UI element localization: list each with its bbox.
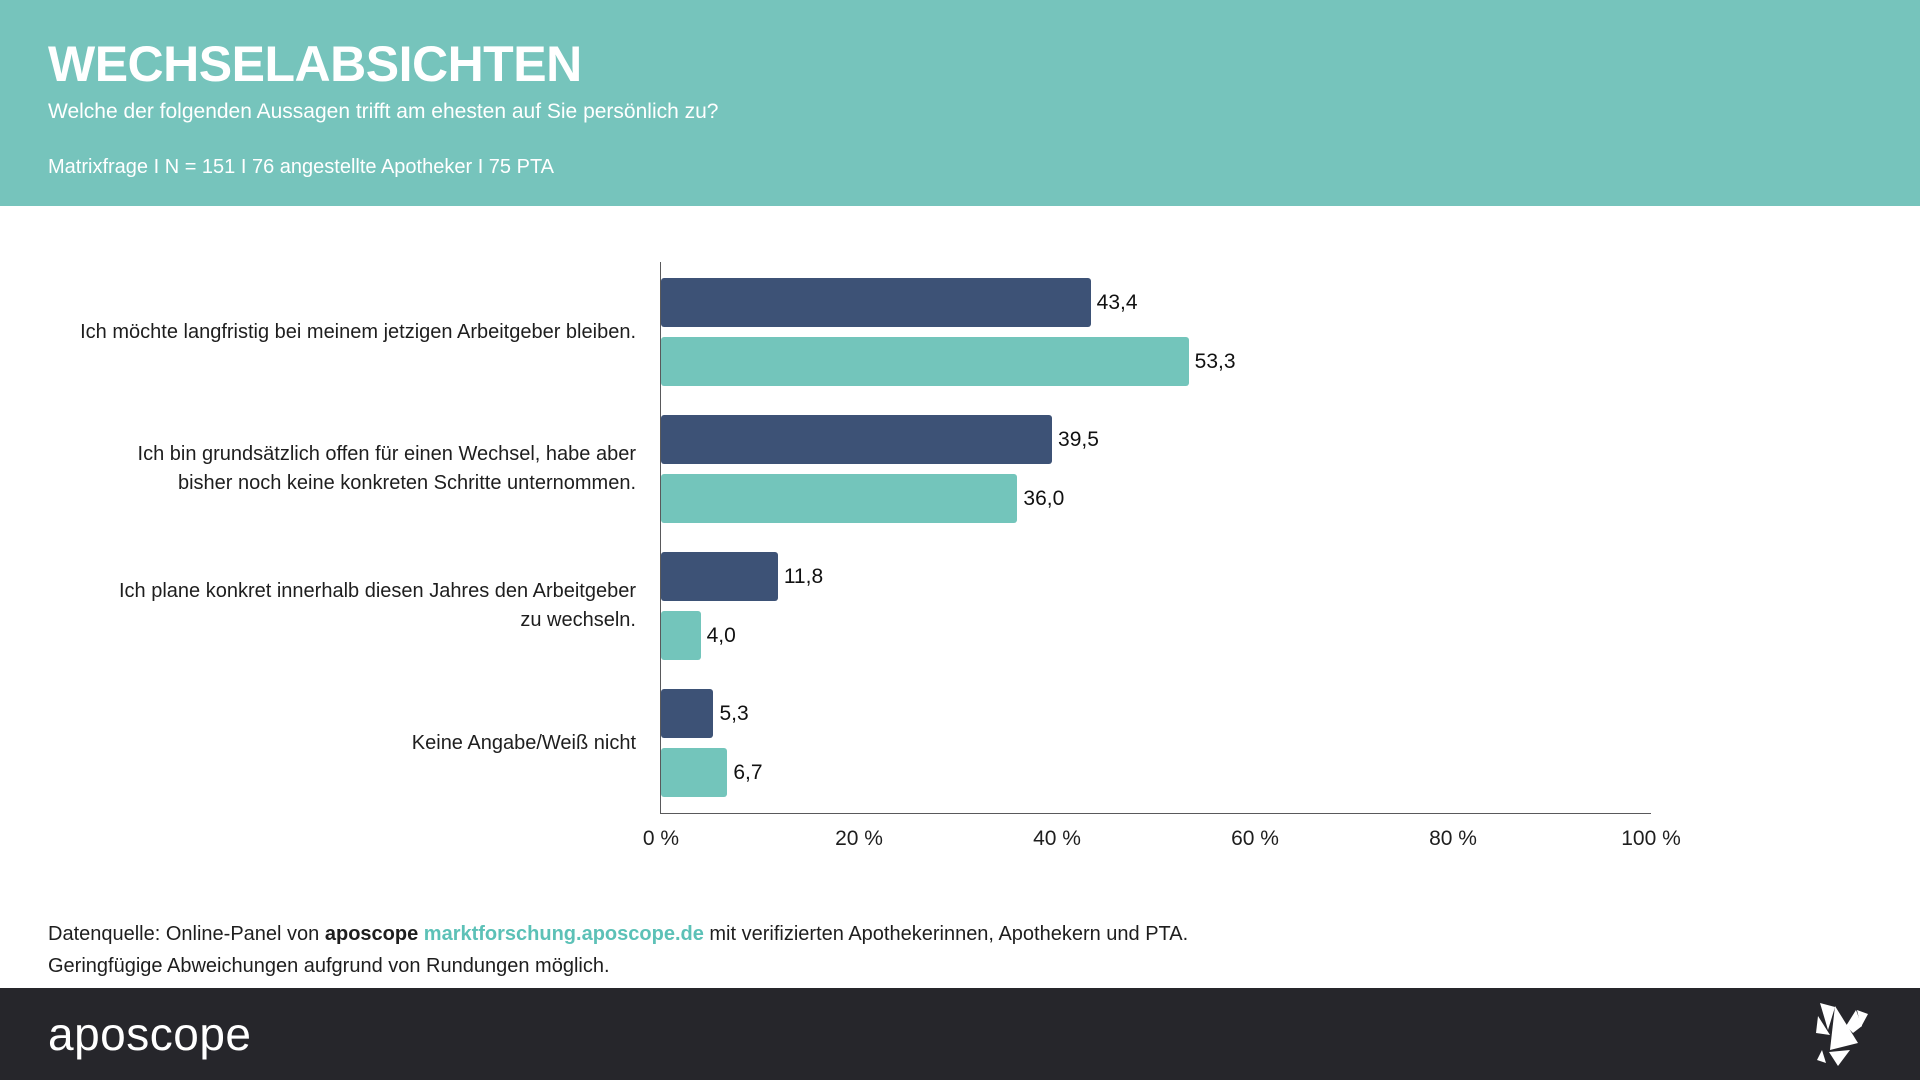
x-tick-label: 40 % (1033, 827, 1081, 850)
bar-teal-series (661, 611, 701, 660)
bar-chart: Ich möchte langfristig bei meinem jetzig… (0, 206, 1920, 906)
page-subtitle: Welche der folgenden Aussagen trifft am … (48, 99, 719, 123)
origami-bird-icon (1816, 1003, 1868, 1066)
category-labels: Ich möchte langfristig bei meinem jetzig… (0, 206, 648, 906)
source-line-2: Geringfügige Abweichungen aufgrund von R… (48, 955, 610, 977)
bar-teal-series (661, 474, 1018, 523)
source-note: Datenquelle: Online-Panel von aposcope m… (48, 918, 1748, 982)
sample-meta: Matrixfrage I N = 151 I 76 angestellte A… (48, 155, 555, 178)
value-label: 43,4 (1096, 290, 1138, 314)
value-label: 53,3 (1194, 349, 1236, 373)
bar-teal-series (661, 748, 728, 797)
footer-bar: aposcope (0, 988, 1920, 1080)
bar-teal-series (661, 337, 1189, 386)
category-label: Ich bin grundsätzlich offen für einen We… (137, 443, 636, 494)
value-label: 39,5 (1058, 427, 1099, 451)
value-label: 36,0 (1023, 486, 1065, 510)
x-tick-label: 100 % (1621, 827, 1681, 850)
page-title: WECHSELABSICHTEN (48, 36, 582, 92)
category-label: Keine Angabe/Weiß nicht (411, 731, 636, 754)
bar-dark-blue-series (661, 415, 1053, 464)
bar-dark-blue-series (661, 689, 714, 738)
value-label: 5,3 (719, 701, 749, 725)
bar-dark-blue-series (661, 278, 1091, 327)
category-label: Ich möchte langfristig bei meinem jetzig… (80, 320, 636, 343)
source-prefix: Datenquelle: Online-Panel von (48, 923, 325, 945)
plot-area: 43,4 53,3 39,5 36,0 11,8 4,0 5,3 6,7 0 % 20 % 40 %… (643, 262, 1681, 850)
source-line-1: Datenquelle: Online-Panel von aposcope m… (48, 918, 1748, 950)
x-tick-label: 20 % (835, 827, 883, 850)
x-tick-label: 60 % (1231, 827, 1279, 850)
value-label: 4,0 (706, 623, 736, 647)
value-label: 11,8 (783, 564, 824, 588)
x-tick-label: 80 % (1429, 827, 1477, 850)
aposcope-logo: aposcope (48, 1008, 252, 1060)
value-label: 6,7 (733, 760, 763, 784)
source-suffix: mit verifizierten Apothekerinnen, Apothe… (703, 923, 1189, 945)
category-label: Ich plane konkret innerhalb diesen Jahre… (118, 580, 636, 631)
bar-dark-blue-series (661, 552, 778, 601)
header-band: WECHSELABSICHTEN Welche der folgenden Au… (0, 0, 1920, 206)
x-tick-label: 0 % (642, 827, 680, 850)
source-brand: aposcope (324, 923, 419, 945)
source-link[interactable]: marktforschung.aposcope.de (423, 923, 704, 945)
